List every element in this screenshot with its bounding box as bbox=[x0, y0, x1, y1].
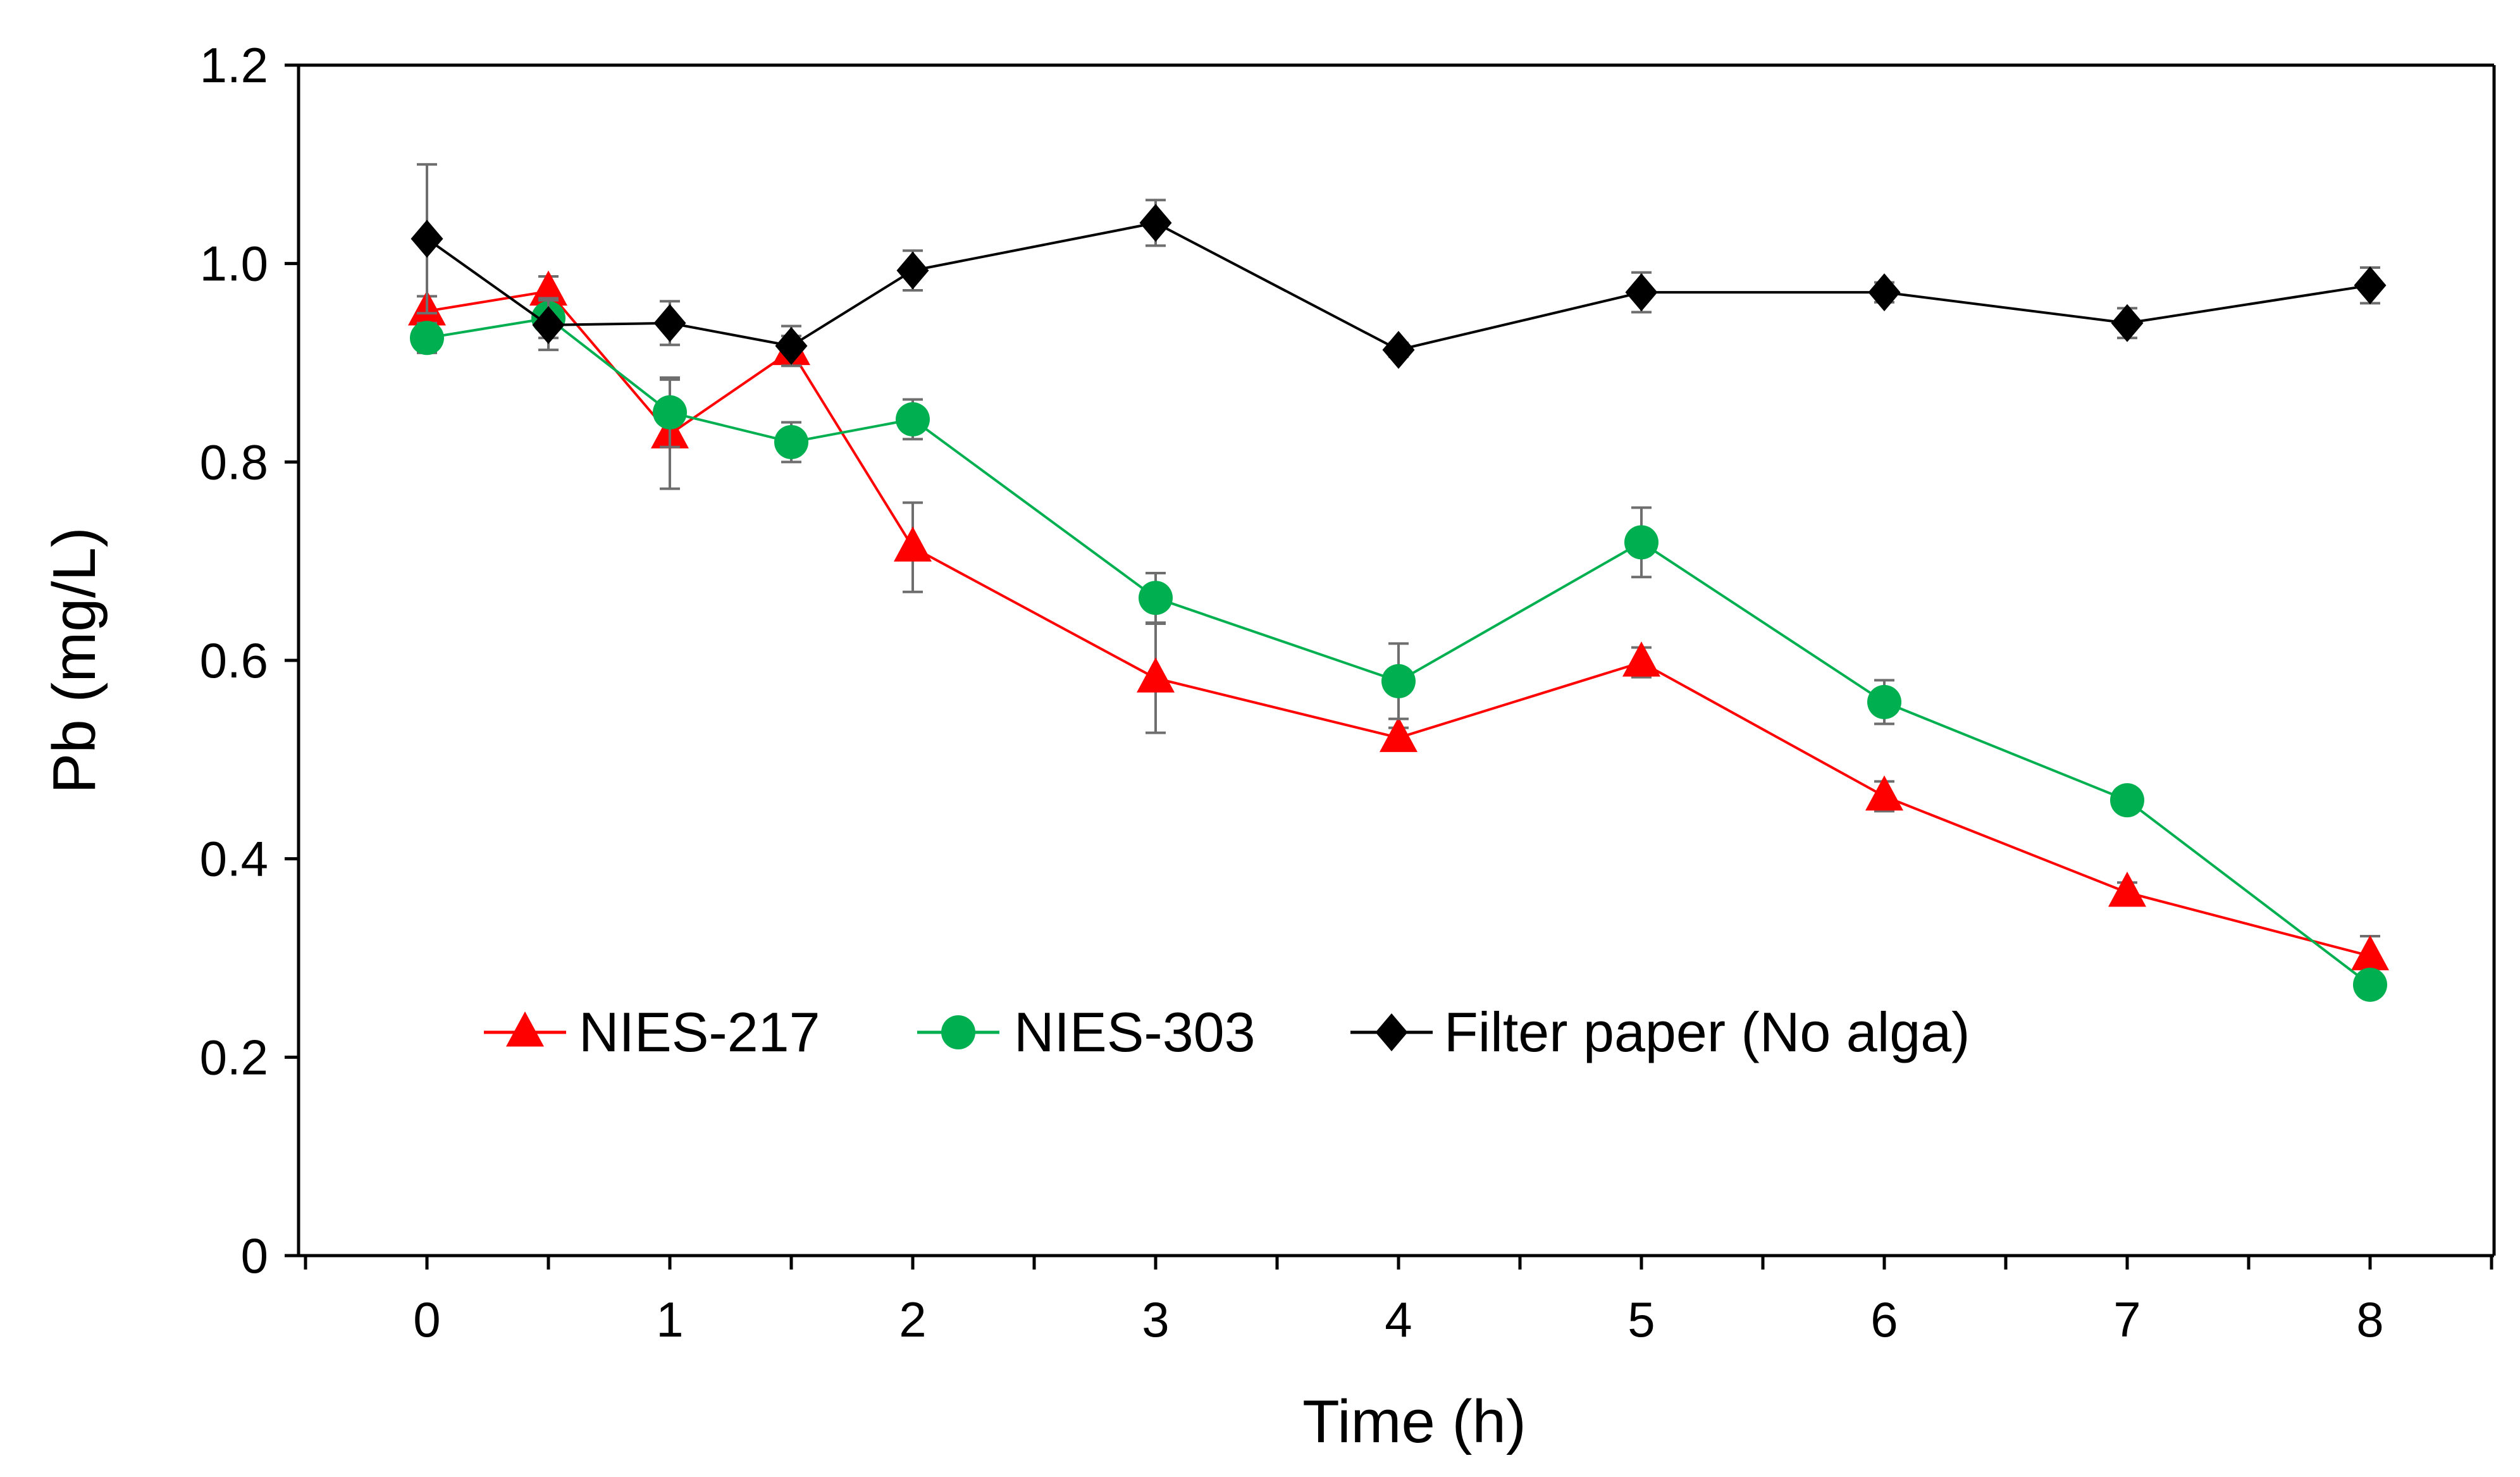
data-point bbox=[1381, 664, 1416, 698]
x-tick-label: 8 bbox=[2356, 1292, 2383, 1347]
x-tick-label: 7 bbox=[2113, 1292, 2140, 1347]
data-point bbox=[653, 395, 687, 430]
data-point bbox=[894, 526, 932, 562]
data-point bbox=[1867, 684, 1901, 719]
x-axis-title: Time (h) bbox=[1302, 1388, 1526, 1455]
data-point bbox=[532, 306, 565, 344]
legend-entry: Filter paper (No alga) bbox=[1350, 1001, 1970, 1063]
y-tick-label: 1.0 bbox=[200, 236, 268, 292]
y-tick-label: 0.2 bbox=[200, 1029, 268, 1085]
data-point bbox=[411, 219, 443, 258]
x-tick-label: 6 bbox=[1870, 1292, 1898, 1347]
y-tick-label: 1.2 bbox=[200, 37, 268, 93]
data-point bbox=[1139, 581, 1173, 615]
x-tick-label: 0 bbox=[413, 1292, 440, 1347]
legend-label: NIES-303 bbox=[1014, 1001, 1256, 1063]
data-point bbox=[2351, 935, 2389, 970]
data-point bbox=[410, 321, 444, 355]
legend-entry: NIES-217 bbox=[484, 1001, 820, 1063]
data-point bbox=[896, 251, 929, 290]
y-tick-label: 0.4 bbox=[200, 831, 268, 887]
legend-marker bbox=[941, 1015, 975, 1049]
x-tick-label: 4 bbox=[1385, 1292, 1412, 1347]
series-line bbox=[426, 221, 2371, 352]
data-point bbox=[1868, 273, 1901, 312]
data-point bbox=[775, 326, 808, 365]
series-nies-217 bbox=[408, 270, 2389, 977]
axes: 0 0.2 0.4 0.6 0.8 1.0 1.2 0 1 2 3 4 5 6 7 8 bbox=[200, 37, 2493, 1347]
data-point bbox=[2110, 783, 2144, 818]
data-point bbox=[2354, 266, 2387, 305]
legend-label: Filter paper (No alga) bbox=[1444, 1001, 1970, 1063]
data-point bbox=[2353, 967, 2387, 1002]
y-tick-label: 0.6 bbox=[200, 633, 268, 688]
data-point bbox=[774, 424, 808, 459]
data-point bbox=[1625, 273, 1658, 312]
legend-marker bbox=[1375, 1013, 1408, 1051]
y-tick-label: 0 bbox=[241, 1228, 268, 1283]
y-axis-title: Pb (mg/L) bbox=[40, 527, 108, 793]
series-filter-paper-no-alga bbox=[411, 163, 2387, 369]
x-tick-label: 5 bbox=[1628, 1292, 1655, 1347]
series-nies-303 bbox=[410, 297, 2387, 1002]
x-tick-label: 1 bbox=[656, 1292, 683, 1347]
data-point bbox=[1624, 525, 1658, 560]
y-tick-label: 0.8 bbox=[200, 434, 268, 490]
data-point bbox=[2108, 871, 2146, 907]
data-point bbox=[529, 270, 567, 306]
data-point bbox=[1865, 775, 1903, 811]
legend-label: NIES-217 bbox=[579, 1001, 820, 1063]
data-point bbox=[653, 304, 686, 342]
data-point bbox=[1382, 331, 1415, 369]
legend-entry: NIES-303 bbox=[917, 1001, 1256, 1063]
data-point bbox=[1622, 641, 1660, 677]
x-tick-label: 2 bbox=[899, 1292, 926, 1347]
plot-frame bbox=[297, 63, 2496, 1258]
data-point bbox=[1380, 717, 1418, 752]
data-point bbox=[1137, 657, 1175, 693]
data-point bbox=[2111, 304, 2144, 342]
series-line bbox=[426, 290, 2371, 958]
x-tick-label: 3 bbox=[1142, 1292, 1169, 1347]
data-point bbox=[896, 402, 930, 436]
legend-marker bbox=[506, 1011, 544, 1047]
data-point bbox=[1139, 204, 1172, 242]
legend: NIES-217 NIES-303 Filter paper (No alga) bbox=[484, 1001, 1970, 1063]
series-layer bbox=[408, 163, 2389, 1002]
